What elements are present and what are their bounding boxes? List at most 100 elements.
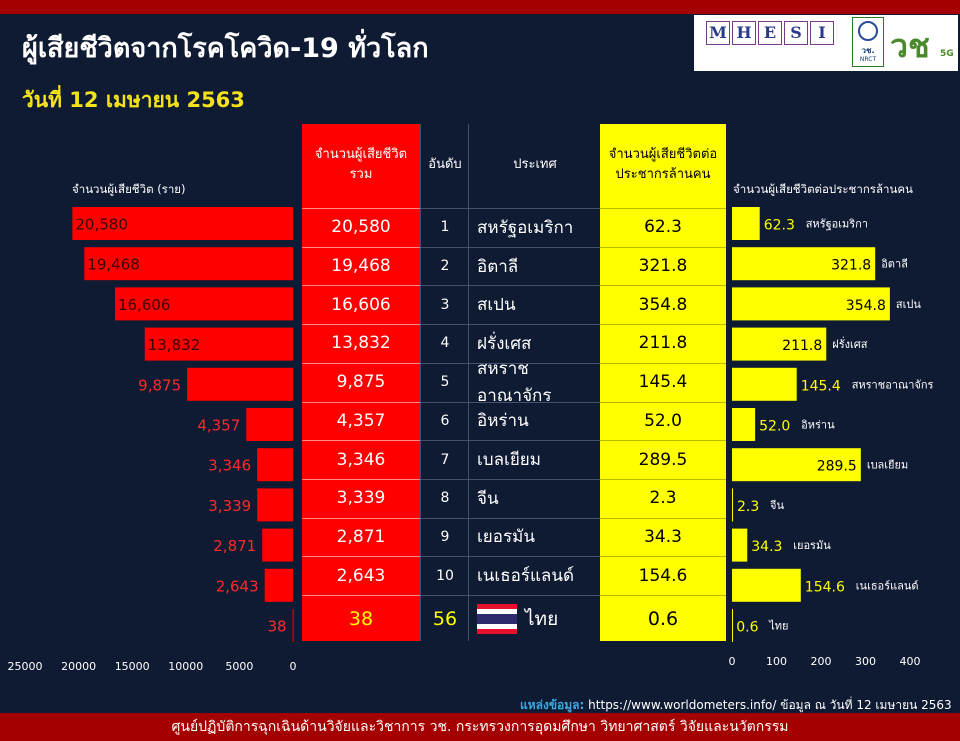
table-cell-per-million: 354.8	[638, 294, 688, 315]
right-bar	[732, 247, 876, 281]
row-divider	[469, 208, 601, 209]
footer-band: ศูนย์ปฏิบัติการฉุกเฉินด้านวิจัยและวิชากา…	[0, 713, 960, 741]
nrct-subtext: NRCT	[859, 56, 877, 63]
table-column-rank: อันดับ 1 2 3 4 5 6 7 8 9 10 56	[420, 124, 469, 641]
table-cell-rank: 2	[440, 258, 450, 275]
right-bar-chart: 62.3 สหรัฐอเมริกา 321.8 อิตาลี 354.8 สเปน 211.…	[729, 207, 934, 668]
table-cell-total: 9,875	[336, 372, 386, 393]
table-cell-per-million: 34.3	[644, 526, 682, 547]
left-bar-label: 2,643	[216, 577, 259, 595]
left-axis-tick: 20000	[61, 660, 96, 673]
left-bar	[187, 367, 293, 401]
right-axis-tick: 0	[729, 655, 736, 668]
table-cell-country: เยอรมัน	[477, 527, 535, 548]
mhesi-letter: I	[810, 21, 834, 45]
left-bar-chart: 20,580 19,468 16,606 13,832 9,875 4,357 3,346 3…	[8, 207, 297, 673]
thailand-flag-icon	[477, 604, 517, 634]
right-bar-label: 145.4	[801, 378, 841, 394]
right-bar-label: 52.0	[759, 419, 790, 435]
mhesi-logo: M H E S I	[706, 21, 834, 45]
right-bar-label: 34.3	[751, 539, 782, 555]
mhesi-letter: M	[706, 21, 730, 45]
source-note: แหล่งข้อมูล: https://www.worldometers.in…	[520, 696, 952, 715]
left-bar-label: 3,339	[208, 497, 251, 515]
left-bar-label: 2,871	[213, 537, 256, 555]
right-bar-country: สเปน	[896, 298, 921, 311]
table-cell-total: 2,871	[336, 526, 386, 547]
left-axis-tick: 25000	[8, 660, 43, 673]
row-divider	[600, 440, 726, 442]
row-divider	[600, 517, 726, 519]
row-divider	[600, 285, 726, 287]
left-bar	[84, 247, 293, 281]
row-divider	[469, 246, 601, 248]
table-cell-total: 19,468	[331, 256, 391, 277]
row-divider	[302, 556, 420, 558]
table-cell-total: 4,357	[336, 410, 386, 431]
left-bar-label: 38	[267, 618, 286, 636]
left-bar	[292, 609, 294, 642]
row-divider	[421, 246, 469, 248]
left-bar-label: 3,346	[208, 457, 251, 475]
thailand-cell-rank: 56	[432, 608, 458, 630]
table-cell-per-million: 211.8	[638, 333, 688, 354]
right-bar-country: จีน	[769, 499, 784, 512]
left-axis-tick: 0	[290, 660, 297, 673]
right-axis-tick: 400	[900, 655, 921, 668]
left-axis-tick: 15000	[115, 660, 150, 673]
row-divider	[600, 478, 726, 480]
right-bar	[732, 207, 760, 240]
table-cell-rank: 7	[440, 451, 450, 468]
table-cell-total: 2,643	[336, 565, 386, 586]
row-divider	[600, 595, 726, 596]
mhesi-letter: E	[758, 21, 782, 45]
left-bar-label: 19,468	[87, 256, 140, 274]
table-cell-country: เนเธอร์แลนด์	[477, 566, 574, 587]
table-cell-rank: 8	[440, 490, 450, 507]
table-cell-per-million: 289.5	[638, 449, 688, 470]
row-divider	[302, 517, 420, 519]
row-divider	[421, 517, 469, 519]
right-bar-country: เนเธอร์แลนด์	[856, 579, 919, 592]
row-divider	[469, 556, 601, 558]
table-cell-per-million: 52.0	[644, 410, 682, 431]
thailand-cell-per-million: 0.6	[647, 608, 679, 630]
left-bar	[246, 408, 293, 441]
right-bar-label: 321.8	[831, 258, 871, 274]
table-cell-country: สเปน	[477, 295, 516, 316]
table-cell-country: สหรัฐอเมริกา	[477, 217, 574, 238]
source-label: แหล่งข้อมูล:	[520, 698, 585, 712]
right-bar	[732, 448, 861, 482]
row-divider	[469, 517, 601, 519]
left-axis-tick: 5000	[225, 660, 253, 673]
table-cell-country: อิหร่าน	[477, 411, 529, 432]
vc-logo-suffix: 5G	[940, 49, 954, 59]
right-bar-country: ไทย	[768, 620, 788, 633]
row-divider	[469, 362, 601, 364]
page-date: วันที่ 12 เมษายน 2563	[22, 88, 245, 112]
right-bar	[732, 367, 797, 401]
right-bar	[732, 408, 756, 441]
table-cell-rank: 6	[440, 412, 450, 429]
left-bar-label: 16,606	[118, 296, 170, 314]
row-divider	[302, 246, 420, 248]
right-bar-label: 2.3	[737, 499, 759, 515]
row-divider	[600, 556, 726, 558]
row-divider	[469, 595, 601, 596]
row-divider	[469, 401, 601, 403]
mhesi-letter: H	[732, 21, 756, 45]
right-bar-country: อิหร่าน	[801, 419, 835, 432]
right-bar-country: สหราชอาณาจักร	[852, 378, 934, 391]
table-cell-country: อิตาลี	[477, 256, 519, 277]
table-cell-rank: 1	[440, 219, 450, 236]
row-divider	[600, 324, 726, 326]
left-bar-label: 13,832	[148, 336, 201, 354]
table-header-total: จำนวนผู้เสียชีวิตรวม	[314, 147, 408, 182]
thailand-cell-total: 38	[348, 608, 374, 630]
right-axis-tick: 200	[811, 655, 832, 668]
left-bar-label: 4,357	[197, 417, 240, 435]
right-bar	[732, 287, 890, 321]
right-bar	[732, 488, 734, 522]
right-bar-country: อิตาลี	[881, 258, 908, 271]
row-divider	[421, 478, 469, 480]
